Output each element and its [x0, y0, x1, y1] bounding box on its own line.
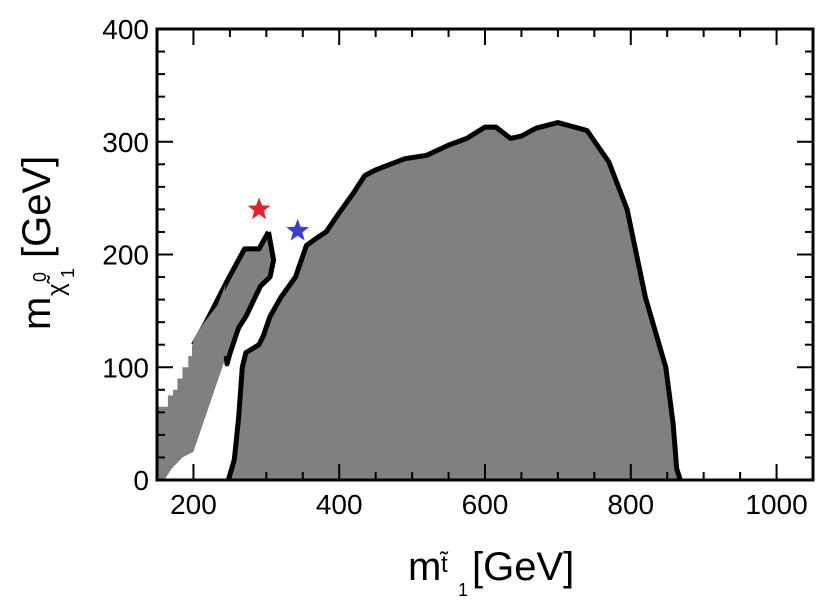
axis-ticks: [157, 28, 814, 481]
y-tick-label: 0: [133, 465, 149, 496]
y-tick-label: 300: [102, 127, 149, 158]
low-mass-staircase-region: [157, 282, 227, 480]
x-axis-sub-symbol: t̃: [439, 551, 449, 578]
x-tick-label: 400: [316, 489, 363, 520]
x-axis-title: m: [408, 545, 441, 589]
y-axis-base: m: [15, 297, 59, 330]
x-tick-label: 600: [462, 489, 509, 520]
y-axis-title: m χ̃ 0 1 [GeV]: [15, 156, 78, 330]
y-axis-unit: [GeV]: [15, 156, 59, 258]
red-star-marker: [247, 197, 271, 220]
y-tick-label: 200: [102, 240, 149, 271]
blue-star-marker: [286, 218, 310, 241]
x-tick-label: 800: [607, 489, 654, 520]
x-tick-label: 200: [170, 489, 217, 520]
plot-markers: [247, 197, 310, 241]
thin-excluded-band-lower-outline: [223, 231, 277, 367]
y-axis-sub-index: 1: [58, 268, 78, 278]
y-tick-label: 400: [102, 14, 149, 45]
main-excluded-region-outline: [225, 120, 683, 480]
y-axis-sup: 0: [30, 272, 50, 282]
y-tick-label: 100: [102, 352, 149, 383]
tick-labels: 200 400 600 800 1000 0 100 200 300 400: [102, 14, 807, 520]
plot-regions: [157, 120, 683, 480]
x-axis-sub-index: 1: [458, 580, 468, 600]
x-axis-unit: [GeV]: [472, 545, 574, 589]
x-tick-label: 1000: [745, 489, 807, 520]
